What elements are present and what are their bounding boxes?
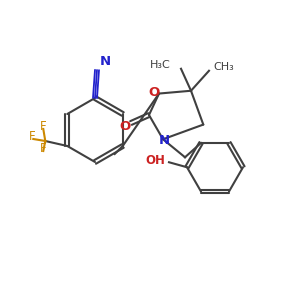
Text: F: F [40, 121, 46, 134]
Text: H₃C: H₃C [150, 60, 171, 70]
Text: N: N [158, 134, 169, 147]
Text: F: F [40, 142, 46, 155]
Text: N: N [100, 55, 111, 68]
Text: OH: OH [145, 154, 165, 167]
Text: O: O [119, 121, 130, 134]
Text: F: F [29, 130, 36, 143]
Text: CH₃: CH₃ [213, 62, 234, 72]
Text: O: O [148, 86, 160, 99]
